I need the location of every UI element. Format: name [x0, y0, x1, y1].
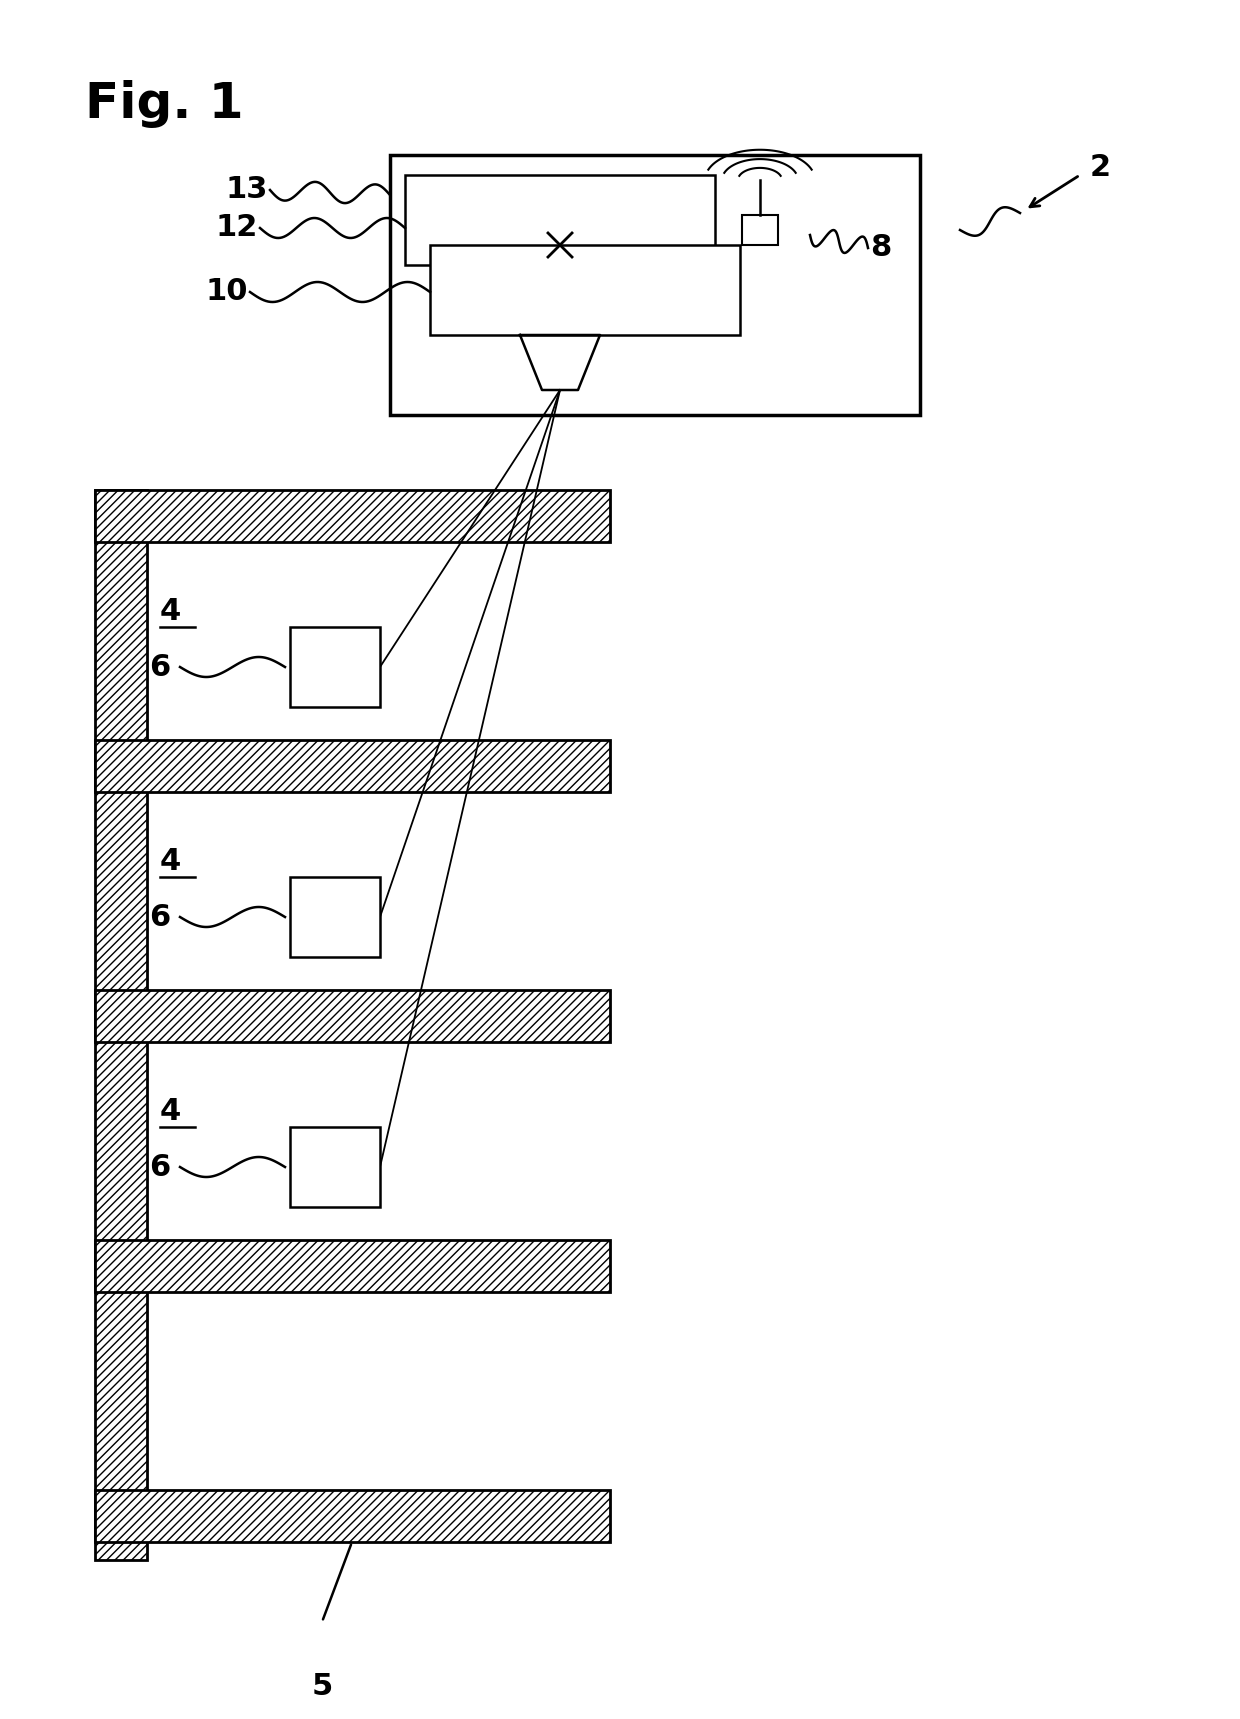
Text: 8: 8 — [870, 234, 892, 263]
Text: 6: 6 — [149, 1152, 170, 1181]
Bar — [95, 490, 148, 1561]
Text: 4: 4 — [160, 1097, 181, 1126]
Bar — [742, 215, 777, 246]
Bar — [430, 246, 740, 335]
Text: Fig. 1: Fig. 1 — [86, 81, 243, 127]
Text: 6: 6 — [149, 902, 170, 932]
Bar — [95, 990, 610, 1042]
Text: 6: 6 — [149, 653, 170, 681]
Bar — [95, 739, 610, 792]
Text: 5: 5 — [311, 1673, 332, 1702]
Bar — [95, 490, 610, 541]
Text: 4: 4 — [160, 596, 181, 626]
Bar — [405, 175, 715, 265]
Bar — [290, 627, 379, 707]
Text: 12: 12 — [216, 213, 258, 242]
Text: 10: 10 — [206, 277, 248, 306]
Bar — [290, 1128, 379, 1207]
Bar — [290, 877, 379, 957]
Text: 2: 2 — [1090, 153, 1111, 182]
Text: 13: 13 — [226, 175, 268, 205]
Text: 4: 4 — [160, 847, 181, 877]
Bar — [391, 155, 920, 414]
Bar — [95, 1239, 610, 1293]
Bar — [95, 1490, 610, 1542]
